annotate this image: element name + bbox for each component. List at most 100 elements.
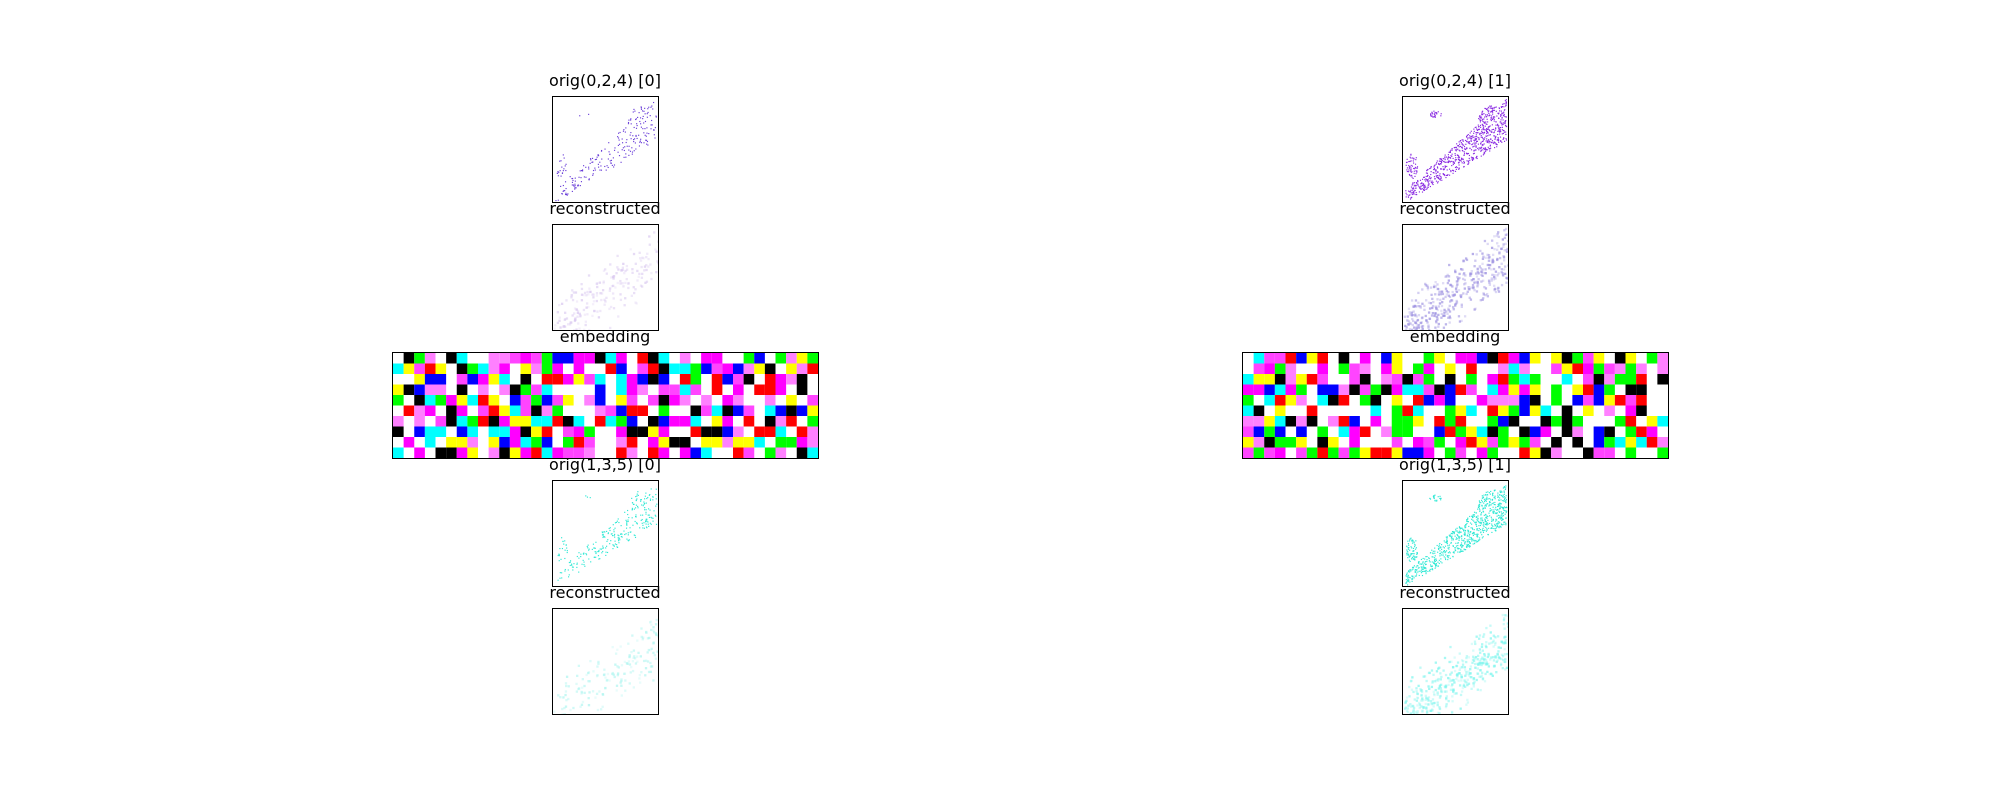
- image-pixel: [604, 165, 606, 168]
- image-pixel: [583, 561, 585, 563]
- embedding-cell: [1391, 437, 1403, 448]
- embedding-cell: [1444, 426, 1456, 437]
- image-pixel: [595, 541, 597, 543]
- image-pixel: [1415, 193, 1417, 196]
- image-pixel: [1438, 174, 1440, 176]
- image-pixel: [642, 118, 644, 120]
- image-pixel: [1443, 550, 1446, 552]
- image-pixel: [1455, 547, 1457, 549]
- image-pixel: [572, 184, 575, 186]
- image-pixel: [1497, 523, 1499, 525]
- image-pixel: [1426, 188, 1428, 190]
- image-pixel: [1486, 263, 1489, 267]
- image-pixel: [1437, 677, 1440, 681]
- image-pixel: [1413, 157, 1415, 159]
- embedding-cell: [796, 437, 808, 448]
- image-pixel: [572, 177, 574, 180]
- image-pixel: [1475, 290, 1479, 293]
- embedding-cell: [1529, 426, 1541, 437]
- image-pixel: [574, 291, 578, 294]
- image-pixel: [649, 522, 651, 524]
- embedding-cell: [1349, 416, 1360, 427]
- embedding-cell: [573, 447, 585, 458]
- image-pixel: [579, 170, 581, 172]
- image-pixel: [620, 664, 624, 667]
- embedding-cell: [1370, 384, 1382, 395]
- embedding-cell: [1593, 374, 1605, 385]
- image-pixel: [628, 154, 630, 156]
- image-pixel: [650, 128, 652, 130]
- image-pixel: [1437, 293, 1441, 296]
- image-pixel: [652, 626, 655, 629]
- image-pixel: [1425, 707, 1428, 710]
- image-pixel: [1410, 154, 1412, 156]
- image-pixel: [558, 560, 560, 562]
- embedding-cell: [1466, 363, 1477, 374]
- image-pixel: [1485, 645, 1488, 649]
- image-pixel: [1463, 160, 1465, 162]
- image-pixel: [602, 550, 604, 553]
- image-pixel: [1465, 143, 1467, 145]
- image-pixel: [643, 122, 645, 124]
- image-pixel: [576, 563, 578, 565]
- image-pixel: [1453, 162, 1456, 164]
- image-pixel: [1484, 529, 1486, 531]
- image-pixel: [634, 534, 636, 537]
- image-pixel: [1458, 162, 1460, 164]
- image-pixel: [1426, 172, 1429, 174]
- embedding-cell: [403, 384, 415, 395]
- image-pixel: [1483, 121, 1485, 123]
- embedding-cell: [764, 395, 776, 406]
- image-pixel: [633, 108, 635, 110]
- embedding-cell: [1423, 353, 1435, 364]
- image-pixel: [1444, 159, 1446, 161]
- image-pixel: [651, 124, 653, 126]
- image-pixel: [1496, 522, 1498, 525]
- image-pixel: [581, 169, 583, 172]
- image-pixel: [1475, 521, 1477, 523]
- image-pixel: [1417, 304, 1420, 308]
- image-pixel: [1456, 280, 1460, 283]
- image-pixel: [616, 665, 619, 668]
- image-pixel: [1411, 189, 1414, 191]
- image-pixel: [1449, 557, 1451, 559]
- image-pixel: [580, 703, 584, 706]
- image-pixel: [648, 133, 650, 135]
- image-pixel: [1501, 114, 1503, 116]
- image-pixel: [635, 134, 637, 137]
- image-pixel: [1408, 559, 1410, 561]
- image-pixel: [1463, 161, 1465, 164]
- image-pixel: [584, 323, 587, 327]
- embedding-cell: [1636, 384, 1647, 395]
- image-pixel: [564, 540, 566, 542]
- image-pixel: [1487, 533, 1489, 536]
- image-pixel: [618, 537, 621, 539]
- embedding-cell: [424, 395, 436, 406]
- image-pixel: [620, 535, 622, 538]
- image-pixel: [1472, 543, 1474, 545]
- image-pixel: [1467, 518, 1469, 520]
- image-pixel: [1477, 126, 1480, 128]
- image-pixel: [1466, 134, 1468, 137]
- embedding-cell: [1498, 374, 1509, 385]
- embedding-cell: [446, 353, 457, 364]
- embedding-cell: [626, 374, 638, 385]
- image-pixel: [1431, 311, 1435, 315]
- image-pixel: [1499, 504, 1501, 506]
- image-pixel: [640, 108, 643, 110]
- image-pixel: [1481, 649, 1484, 652]
- image-pixel: [1478, 265, 1481, 268]
- image-pixel: [601, 705, 604, 708]
- image-pixel: [1503, 265, 1507, 268]
- image-pixel: [1423, 567, 1425, 570]
- image-pixel: [630, 123, 632, 125]
- image-pixel: [1481, 146, 1483, 148]
- image-pixel: [1447, 676, 1450, 680]
- image-pixel: [607, 532, 609, 535]
- image-pixel: [1505, 131, 1507, 133]
- embedding-cell: [1498, 395, 1509, 406]
- image-pixel: [1438, 162, 1440, 165]
- image-pixel: [1433, 496, 1435, 498]
- image-pixel: [1455, 159, 1458, 161]
- image-pixel: [1491, 261, 1494, 265]
